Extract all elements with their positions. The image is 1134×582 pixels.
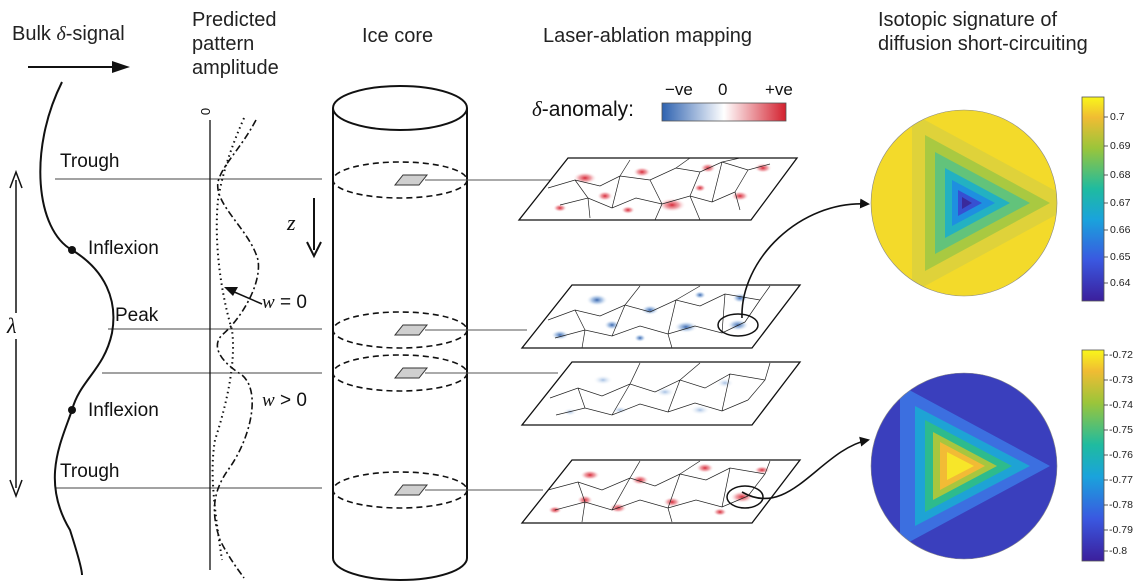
laser-map-3 [520, 361, 802, 426]
colorbar-bottom-tick: -0.72 [1109, 349, 1133, 361]
colorbar-top-tick: 0.66 [1110, 224, 1131, 236]
highlight-ellipse-blue [717, 313, 759, 337]
colorbar-top-tick: 0.65 [1110, 251, 1131, 263]
colorbar-top-tick: 0.7 [1110, 111, 1125, 123]
isotopic-disc-bottom [870, 372, 1058, 560]
sample-square-4 [393, 484, 429, 496]
label-depth: z [287, 210, 296, 235]
callout-arrow-bottom [741, 436, 870, 500]
sample-square-2 [393, 324, 429, 336]
colorbar-bottom-tick: -0.79 [1109, 524, 1133, 536]
inflexion-dot-bottom [68, 406, 76, 414]
colorbar-bottom-tick: -0.75 [1109, 424, 1133, 436]
colorbar-bottom [1081, 349, 1108, 562]
label-inflexion-top: Inflexion [88, 238, 159, 259]
header-predicted: Predicted pattern amplitude [192, 9, 279, 79]
amplitude-dashdot-curve [213, 119, 260, 579]
label-w-zero: w = 0 [262, 292, 307, 313]
highlight-ellipse-red [726, 485, 764, 509]
anomaly-colorbar [661, 102, 787, 122]
anomaly-legend-neg: −ve [665, 80, 693, 99]
sample-connectors [393, 174, 558, 496]
colorbar-top-tick: 0.64 [1110, 277, 1131, 289]
laser-map-1 [517, 157, 799, 221]
label-trough-bottom: Trough [60, 461, 120, 482]
label-peak: Peak [115, 305, 159, 326]
colorbar-top-tick: 0.68 [1110, 169, 1131, 181]
colorbar-top-tick: 0.69 [1110, 140, 1131, 152]
w-zero-pointer [224, 287, 263, 305]
header-isotopic: Isotopic signature of diffusion short-ci… [878, 9, 1088, 55]
colorbar-top-tick: 0.67 [1110, 197, 1131, 209]
label-inflexion-bottom: Inflexion [88, 400, 159, 421]
label-amplitude-zero: 0 [198, 107, 214, 116]
anomaly-legend-title: δ-anomaly: [532, 97, 634, 121]
inflexion-dot-top [68, 246, 76, 254]
header-laser-ablation: Laser-ablation mapping [543, 25, 753, 47]
sample-square-3 [393, 367, 429, 379]
isotopic-disc-top [870, 109, 1058, 297]
colorbar-bottom-tick: -0.8 [1109, 545, 1128, 557]
label-trough-top: Trough [60, 151, 120, 172]
header-ice-core: Ice core [362, 25, 434, 47]
anomaly-legend-zero: 0 [718, 80, 728, 99]
colorbar-bottom-tick: -0.74 [1109, 399, 1133, 411]
header-bulk-signal: Bulk δ-signal [12, 23, 125, 45]
colorbar-bottom-tick: -0.76 [1109, 449, 1133, 461]
ice-core-cylinder [332, 85, 468, 581]
bulk-signal-curve [39, 81, 115, 576]
colorbar-top [1081, 96, 1108, 302]
reference-lines [55, 178, 322, 489]
colorbar-bottom-tick: -0.73 [1109, 374, 1133, 386]
anomaly-legend-pos: +ve [765, 80, 793, 99]
colorbar-bottom-tick: -0.77 [1109, 474, 1133, 486]
laser-map-4 [520, 459, 802, 524]
sample-square-1 [393, 174, 429, 186]
depth-arrow [306, 198, 322, 259]
colorbar-bottom-tick: -0.78 [1109, 499, 1133, 511]
callout-arrow-top [741, 198, 870, 319]
laser-map-2 [520, 284, 802, 349]
label-w-positive: w > 0 [262, 390, 307, 411]
label-wavelength: λ [5, 313, 19, 339]
bulk-signal-arrow [28, 61, 130, 73]
